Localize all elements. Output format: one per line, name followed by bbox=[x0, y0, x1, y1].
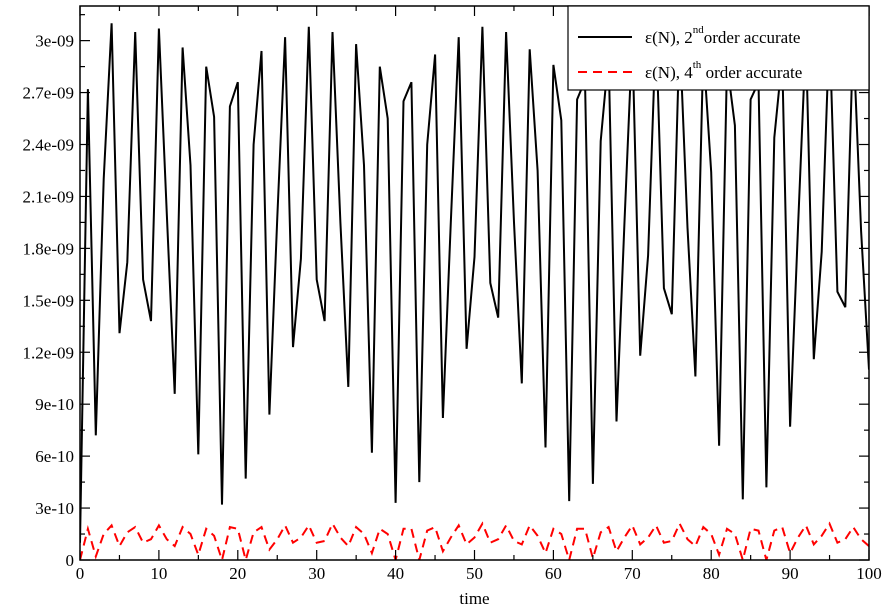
y-tick-label: 1.8e-09 bbox=[23, 239, 74, 258]
x-tick-label: 0 bbox=[76, 564, 85, 583]
x-tick-label: 60 bbox=[545, 564, 562, 583]
legend-label-rest: order accurate bbox=[701, 63, 802, 82]
legend-label-sup: nd bbox=[693, 24, 705, 36]
y-tick-label: 1.5e-09 bbox=[23, 291, 74, 310]
legend-label-2: ε(N), 4th order accurate bbox=[645, 59, 802, 82]
x-tick-label: 80 bbox=[703, 564, 720, 583]
x-tick-label: 10 bbox=[150, 564, 167, 583]
x-tick-label: 100 bbox=[856, 564, 882, 583]
y-tick-label: 3e-10 bbox=[35, 499, 74, 518]
y-tick-label: 1.2e-09 bbox=[23, 343, 74, 362]
legend-label-1: ε(N), 2ndorder accurate bbox=[645, 24, 800, 47]
series-layer bbox=[80, 23, 869, 560]
x-tick-label: 30 bbox=[308, 564, 325, 583]
legend-label-rest: order accurate bbox=[704, 28, 801, 47]
x-tick-label: 20 bbox=[229, 564, 246, 583]
legend-label-main: ε(N), 4 bbox=[645, 63, 693, 82]
x-tick-label: 70 bbox=[624, 564, 641, 583]
legend-label-main: ε(N), 2 bbox=[645, 28, 693, 47]
x-tick-label: 40 bbox=[387, 564, 404, 583]
y-tick-label: 2.7e-09 bbox=[23, 84, 74, 103]
y-tick-label: 2.1e-09 bbox=[23, 187, 74, 206]
series-line-1 bbox=[80, 23, 869, 543]
x-tick-label: 50 bbox=[466, 564, 483, 583]
legend-box bbox=[567, 5, 870, 91]
y-tick-label: 0 bbox=[66, 551, 75, 570]
y-tick-label: 9e-10 bbox=[35, 395, 74, 414]
legend-label-sup: th bbox=[693, 59, 702, 71]
labels-layer: time 0 10 20 30 40 50 60 70 80 90 100 0 3e-10 6e-10 9e… bbox=[23, 32, 882, 608]
x-axis-label: time bbox=[459, 589, 489, 608]
ticks-layer bbox=[79, 6, 870, 561]
y-tick-label: 6e-10 bbox=[35, 447, 74, 466]
series-line-2 bbox=[80, 521, 869, 560]
y-tick-label: 2.4e-09 bbox=[23, 136, 74, 155]
y-tick-label: 3e-09 bbox=[35, 32, 74, 51]
x-tick-label: 90 bbox=[782, 564, 799, 583]
